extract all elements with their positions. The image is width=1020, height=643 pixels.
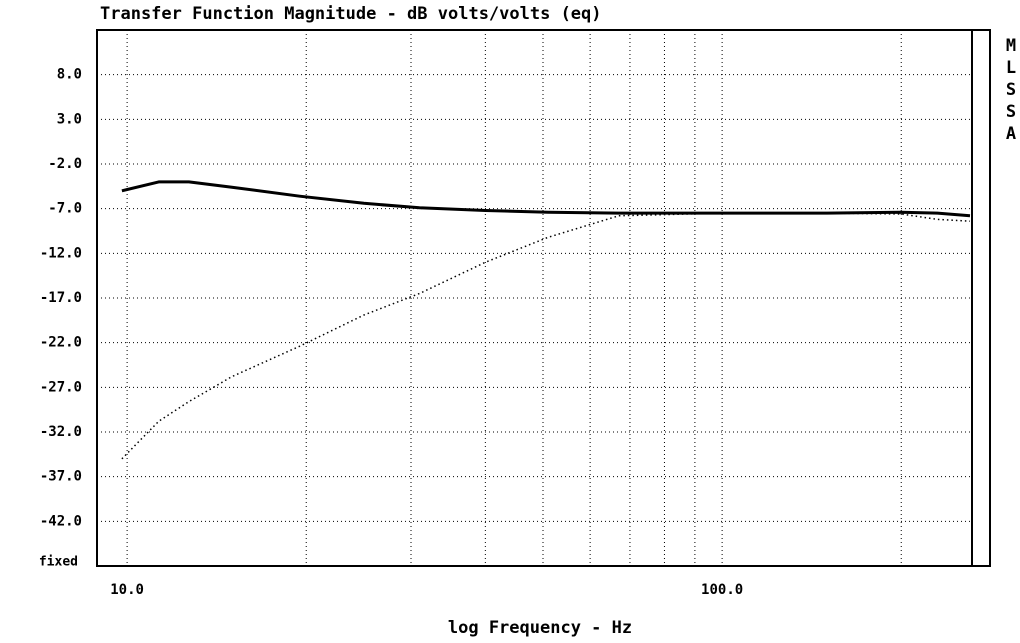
y-tick-label: -12.0 (40, 245, 82, 261)
y-tick-label: 3.0 (57, 111, 82, 127)
y-tick-label: -32.0 (40, 424, 82, 440)
side-label: MLSSA (1001, 36, 1020, 146)
data-line (121, 180, 971, 218)
y-tick-label: -7.0 (48, 201, 82, 217)
y-tick-label: -42.0 (40, 513, 82, 529)
y-tick-label: -17.0 (40, 290, 82, 306)
y-axis-note: fixed (39, 555, 78, 570)
y-tick-label: -27.0 (40, 379, 82, 395)
y-tick-label: 8.0 (57, 67, 82, 83)
y-tick-label: -2.0 (48, 156, 82, 172)
data-line (121, 212, 971, 460)
y-tick-label: -37.0 (40, 469, 82, 485)
y-tick-label: -22.0 (40, 335, 82, 351)
x-axis-label: log Frequency - Hz (448, 618, 632, 638)
x-tick-label: 100.0 (701, 582, 743, 598)
x-tick-label: 10.0 (110, 582, 144, 598)
chart-title: Transfer Function Magnitude - dB volts/v… (100, 4, 602, 24)
